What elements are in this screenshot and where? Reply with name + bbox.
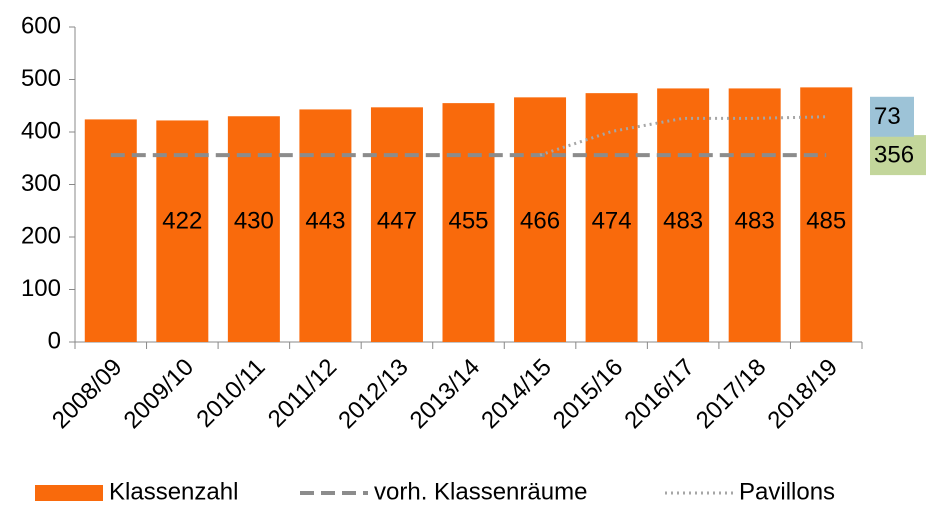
y-tick-label: 100 (21, 275, 61, 302)
data-label: 483 (663, 207, 703, 234)
bar (585, 93, 638, 343)
x-tick-label: 2018/19 (763, 354, 843, 434)
y-tick-label: 0 (48, 327, 61, 354)
end-label: 73 (874, 103, 901, 130)
data-label: 447 (377, 207, 417, 234)
x-tick-label: 2017/18 (691, 354, 771, 434)
y-tick-label: 300 (21, 170, 61, 197)
bar (657, 88, 710, 342)
end-label-box (870, 96, 914, 137)
x-tick-label: 2016/17 (619, 354, 699, 434)
bar (84, 119, 137, 343)
bar (370, 107, 423, 342)
legend-label: vorh. Klassenräume (374, 478, 587, 505)
data-label: 430 (234, 207, 274, 234)
data-label: 483 (735, 207, 775, 234)
data-label: 443 (305, 207, 345, 234)
data-label: 485 (806, 207, 846, 234)
bar (299, 109, 352, 342)
bar (728, 88, 781, 342)
y-tick-label: 600 (21, 12, 61, 39)
bar (514, 97, 567, 342)
y-tick-label: 200 (21, 222, 61, 249)
data-label: 455 (448, 207, 488, 234)
bar (442, 103, 495, 342)
y-tick-label: 400 (21, 117, 61, 144)
legend-label: Klassenzahl (109, 478, 238, 505)
x-tick-label: 2013/14 (405, 354, 485, 434)
y-tick-label: 500 (21, 65, 61, 92)
x-tick-label: 2012/13 (333, 354, 413, 434)
bar (800, 87, 853, 342)
end-label-box (870, 135, 926, 176)
data-label: 474 (592, 207, 632, 234)
x-tick-label: 2014/15 (476, 354, 556, 434)
legend-swatch (35, 485, 103, 501)
end-label: 356 (874, 141, 914, 168)
data-label: 466 (520, 207, 560, 234)
x-tick-label: 2015/16 (548, 354, 628, 434)
legend-label: Pavillons (739, 478, 835, 505)
data-label: 422 (162, 207, 202, 234)
x-tick-label: 2009/10 (119, 354, 199, 434)
x-tick-label: 2011/12 (263, 354, 342, 433)
bar (156, 120, 209, 342)
x-tick-label: 2010/11 (191, 354, 270, 433)
x-tick-label: 2008/09 (47, 354, 127, 434)
